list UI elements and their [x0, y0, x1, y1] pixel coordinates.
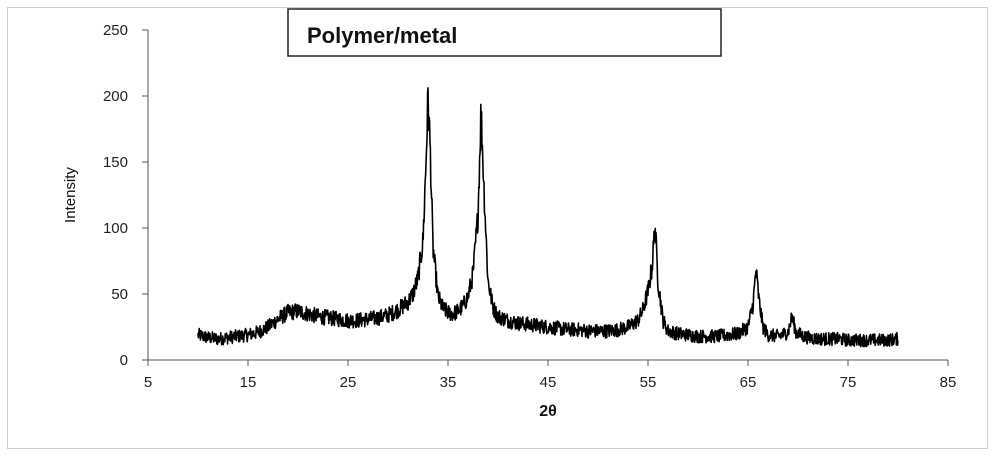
x-tick-label: 25: [340, 374, 357, 391]
x-tick-label: 5: [144, 374, 152, 391]
x-tick-label: 15: [240, 374, 257, 391]
chart-frame: [7, 7, 988, 449]
plot-area: [197, 87, 899, 348]
y-tick-label: 150: [103, 154, 128, 171]
x-tick-label: 45: [540, 374, 557, 391]
tick-group: 5 15 25 35 45 55 65 75 85 0 50 100 150 200 250: [103, 22, 956, 391]
y-tick-label: 250: [103, 22, 128, 39]
chart-title: Polymer/metal: [307, 23, 457, 48]
x-tick-label: 55: [640, 374, 657, 391]
series-line-0: [197, 87, 899, 348]
y-tick-label: 100: [103, 220, 128, 237]
chart-title-box: [287, 8, 722, 57]
x-axis-label: 2θ: [539, 403, 557, 420]
x-tick-label: 85: [940, 374, 957, 391]
y-tick-label: 0: [120, 352, 128, 369]
y-axis-label: Intensity: [62, 167, 79, 223]
x-tick-label: 65: [740, 374, 757, 391]
x-tick-label: 75: [840, 374, 857, 391]
y-tick-label: 50: [111, 286, 128, 303]
x-tick-label: 35: [440, 374, 457, 391]
y-tick-label: 200: [103, 88, 128, 105]
